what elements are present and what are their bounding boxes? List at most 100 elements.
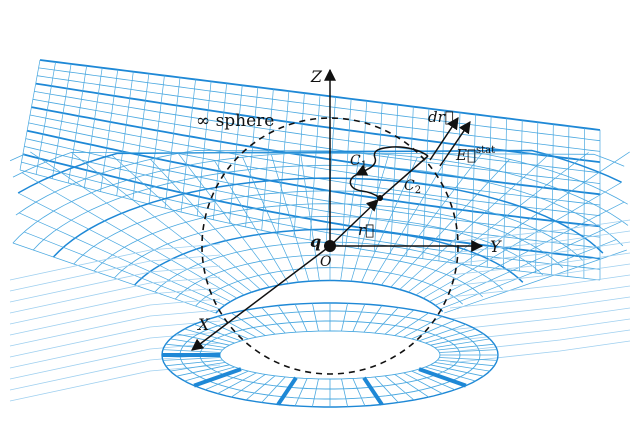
ring-spoke <box>437 343 495 351</box>
x-axis-label: X <box>196 315 210 334</box>
ring-spoke <box>184 366 235 382</box>
path-c2-line <box>379 155 429 199</box>
ring-spoke <box>430 364 484 377</box>
field-point <box>377 195 383 201</box>
ring-spoke <box>352 378 366 407</box>
lower-right-fringe <box>449 252 631 276</box>
position-vector-label: r⃗ <box>358 221 374 239</box>
origin-label: O <box>320 254 332 270</box>
upper-grid-column <box>116 71 134 196</box>
lower-surface-grid <box>9 149 631 402</box>
lower-grid-spoke <box>177 153 279 286</box>
upper-grid-column <box>212 83 228 220</box>
lower-grid-spoke <box>71 152 253 293</box>
upper-grid-column <box>325 96 336 244</box>
ring-spoke <box>437 359 495 367</box>
ring-spoke <box>384 309 415 335</box>
ring-spoke <box>294 378 308 407</box>
lower-grid-spoke <box>271 154 310 282</box>
ring-spoke <box>374 376 399 403</box>
lower-right-fringe <box>449 219 631 243</box>
lower-left-fringe <box>9 276 221 314</box>
upper-grid-column <box>519 120 523 272</box>
ring-spoke <box>170 362 226 372</box>
upper-grid-column <box>19 59 41 171</box>
lower-right-fringe <box>449 329 631 353</box>
lower-right-fringe <box>449 263 631 287</box>
lower-grid-spoke <box>371 160 446 284</box>
lower-grid-spoke <box>17 192 231 302</box>
upper-grid-column <box>422 108 430 259</box>
upper-grid-column <box>390 104 399 254</box>
upper-grid-column <box>293 93 305 237</box>
lower-grid-spoke <box>300 152 320 281</box>
lower-grid-spoke <box>381 153 483 286</box>
ring-spoke <box>193 324 242 342</box>
ring-spoke <box>162 349 221 353</box>
ring-spoke <box>425 328 476 344</box>
ring-spoke <box>245 309 276 335</box>
lower-grid-spoke <box>30 151 245 296</box>
lower-grid-ring <box>17 149 622 194</box>
ring-spoke <box>418 367 467 388</box>
ring-spoke <box>193 367 242 388</box>
lower-grid-spoke <box>435 220 623 306</box>
upper-grid-column <box>132 73 150 201</box>
ring-spoke <box>277 305 297 333</box>
ring-spoke <box>231 374 266 398</box>
upper-grid-column <box>229 85 243 224</box>
lower-grid-spoke <box>150 159 270 288</box>
lower-left-fringe <box>9 309 221 347</box>
lower-grid-spoke <box>350 154 389 282</box>
upper-grid-column <box>164 77 181 209</box>
ring-spoke <box>217 372 257 394</box>
dr-arrow <box>429 117 459 161</box>
lower-grid-spoke <box>422 181 622 299</box>
lower-grid-ring <box>9 153 26 162</box>
ring-spoke <box>411 370 455 391</box>
lower-grid-spoke <box>214 160 289 284</box>
lower-left-fringe <box>9 331 221 369</box>
y-axis-label: Y <box>490 237 502 256</box>
ring-spoke <box>341 378 348 407</box>
lower-grid-spoke <box>444 249 627 314</box>
ring-spoke <box>245 375 276 401</box>
ring-spoke <box>165 359 223 367</box>
ring-spoke <box>394 374 429 398</box>
upper-grid-column <box>374 102 383 252</box>
ring-spoke <box>439 349 498 353</box>
field-label: E⃗stat <box>455 145 495 164</box>
ring-spoke <box>312 303 319 332</box>
ring-spoke <box>294 303 308 332</box>
lower-right-fringe <box>449 340 631 364</box>
dr-label: dr⃗ <box>428 108 454 126</box>
ring-spoke <box>176 364 230 377</box>
ring-spoke <box>394 312 429 336</box>
upper-grid-column <box>35 61 56 175</box>
lower-grid-spoke <box>12 242 216 314</box>
ring-spoke <box>425 366 476 382</box>
z-axis-label: Z <box>310 67 323 86</box>
lower-grid-ring <box>215 279 444 314</box>
lower-grid-spoke <box>399 154 549 290</box>
lower-grid-spoke <box>407 152 589 293</box>
ring-spoke <box>362 376 384 406</box>
position-vector-arrow <box>329 199 379 247</box>
lower-left-fringe <box>9 243 221 281</box>
ring-spoke <box>276 376 298 406</box>
ring-spoke <box>205 370 249 391</box>
lower-grid-spoke <box>18 212 225 306</box>
field-arrow <box>439 121 471 167</box>
upper-grid-column <box>180 79 196 213</box>
ring-spoke <box>403 372 443 394</box>
x-axis-arrow <box>191 245 331 351</box>
ring-spoke <box>434 338 490 348</box>
upper-grid-column <box>406 106 414 257</box>
lower-grid-ring <box>15 149 628 216</box>
sphere-label: ∞ sphere <box>196 111 274 131</box>
lower-grid-spoke <box>242 157 299 283</box>
lower-grid-spoke <box>21 172 238 299</box>
ring-spoke <box>418 324 467 342</box>
lower-grid-ring <box>12 151 625 178</box>
